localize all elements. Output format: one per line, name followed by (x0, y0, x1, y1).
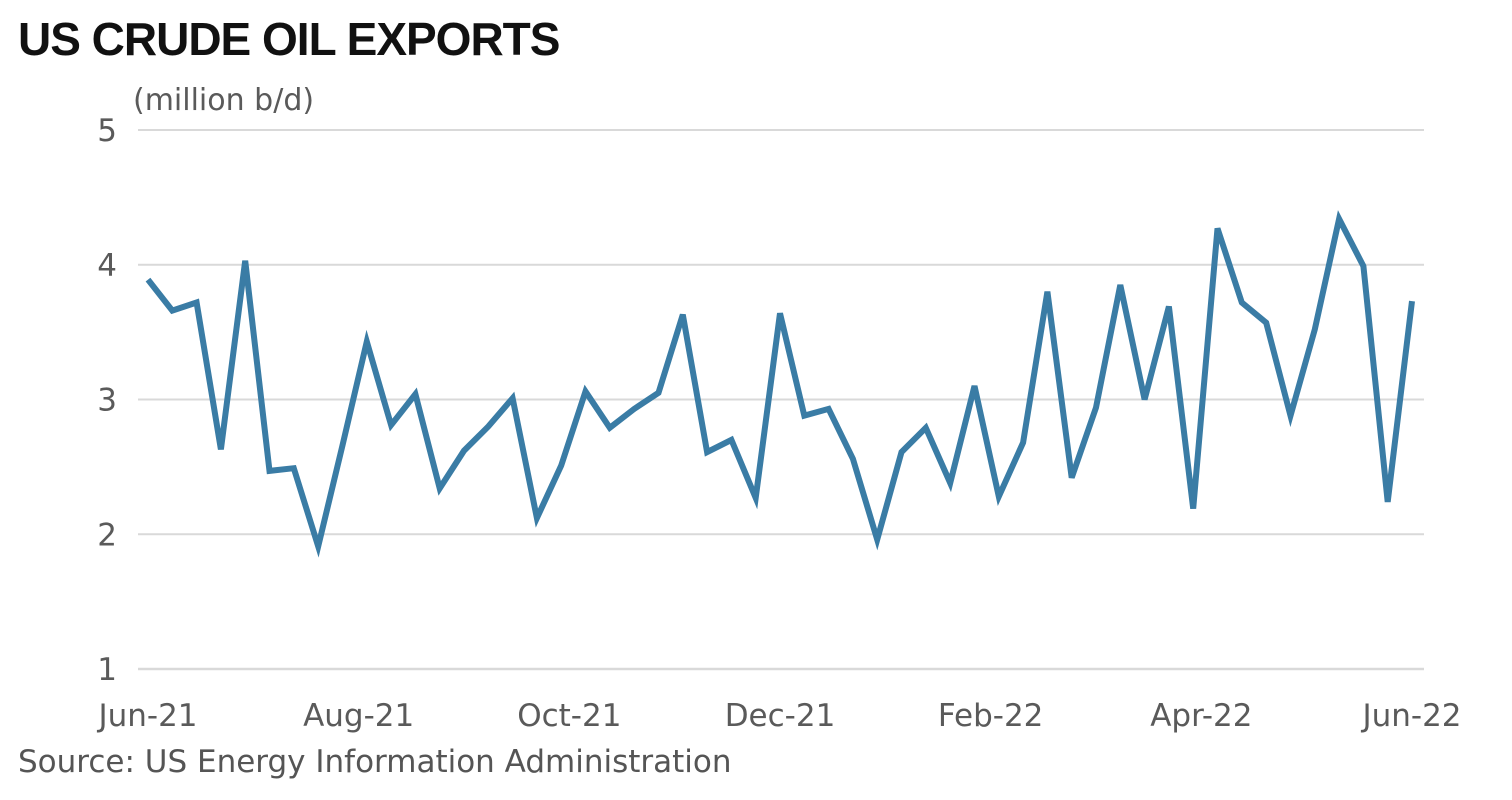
x-tick-label: Jun-22 (1360, 698, 1461, 734)
x-tick-label: Feb-22 (938, 698, 1044, 734)
x-tick-label: Oct-21 (517, 698, 621, 734)
x-tick-label: Dec-21 (725, 698, 836, 734)
y-axis-ticks: 1 2 3 4 5 (97, 113, 117, 688)
gridlines (138, 129, 1424, 671)
y-tick-label: 2 (97, 517, 117, 553)
x-tick-label: Apr-22 (1150, 698, 1252, 734)
y-tick-label: 5 (97, 113, 117, 149)
x-axis-ticks: Jun-21 Aug-21 Oct-21 Dec-21 Feb-22 Apr-22 Jun-… (96, 698, 1461, 734)
y-tick-label: 3 (97, 383, 117, 419)
source-note: Source: US Energy Information Administra… (18, 744, 732, 780)
y-tick-label: 1 (97, 652, 117, 688)
y-tick-label: 4 (97, 248, 117, 284)
series-group (145, 210, 1415, 558)
chart-title: US CRUDE OIL EXPORTS (18, 13, 560, 65)
series-line-0 (145, 210, 1415, 558)
y-axis-unit-label: (million b/d) (133, 83, 314, 118)
x-tick-label: Jun-21 (96, 698, 197, 734)
x-tick-label: Aug-21 (303, 698, 414, 734)
